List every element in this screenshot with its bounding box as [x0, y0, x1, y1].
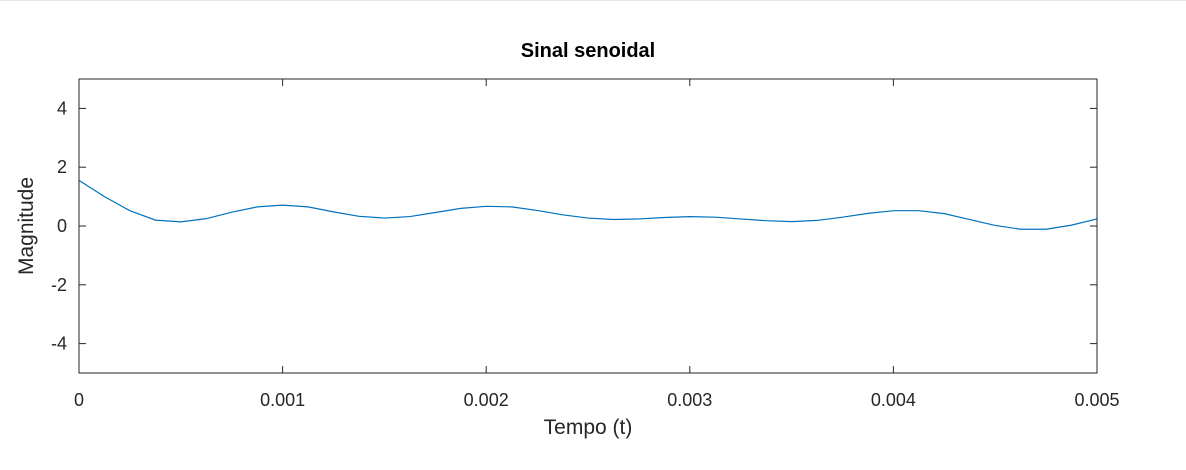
x-tick-label: 0.005: [1074, 390, 1119, 410]
y-tick-label: -4: [51, 334, 67, 354]
series-layer: [78, 179, 1098, 230]
y-tick-label: 2: [57, 157, 67, 177]
y-tick-label: 0: [57, 216, 67, 236]
x-tick-label: 0.003: [667, 390, 712, 410]
x-axis-label: Tempo (t): [544, 416, 633, 439]
tick-label-layer: 0 0.001 0.002 0.003 0.004 0.005 -4 -2 0 2 4: [51, 98, 1120, 410]
series-line-0: [78, 179, 1098, 230]
chart-title: Sinal senoidal: [521, 40, 655, 62]
axes-box: [78, 78, 1098, 374]
x-tick-label: 0.004: [871, 390, 916, 410]
x-tick-label: 0.002: [464, 390, 509, 410]
x-tick-label: 0.001: [260, 390, 305, 410]
y-tick-label: 4: [57, 98, 67, 118]
plot-area: [79, 79, 1097, 373]
y-axis-label: Magnitude: [15, 177, 38, 275]
x-tick-label: 0: [74, 390, 84, 410]
y-tick-label: -2: [51, 275, 67, 295]
